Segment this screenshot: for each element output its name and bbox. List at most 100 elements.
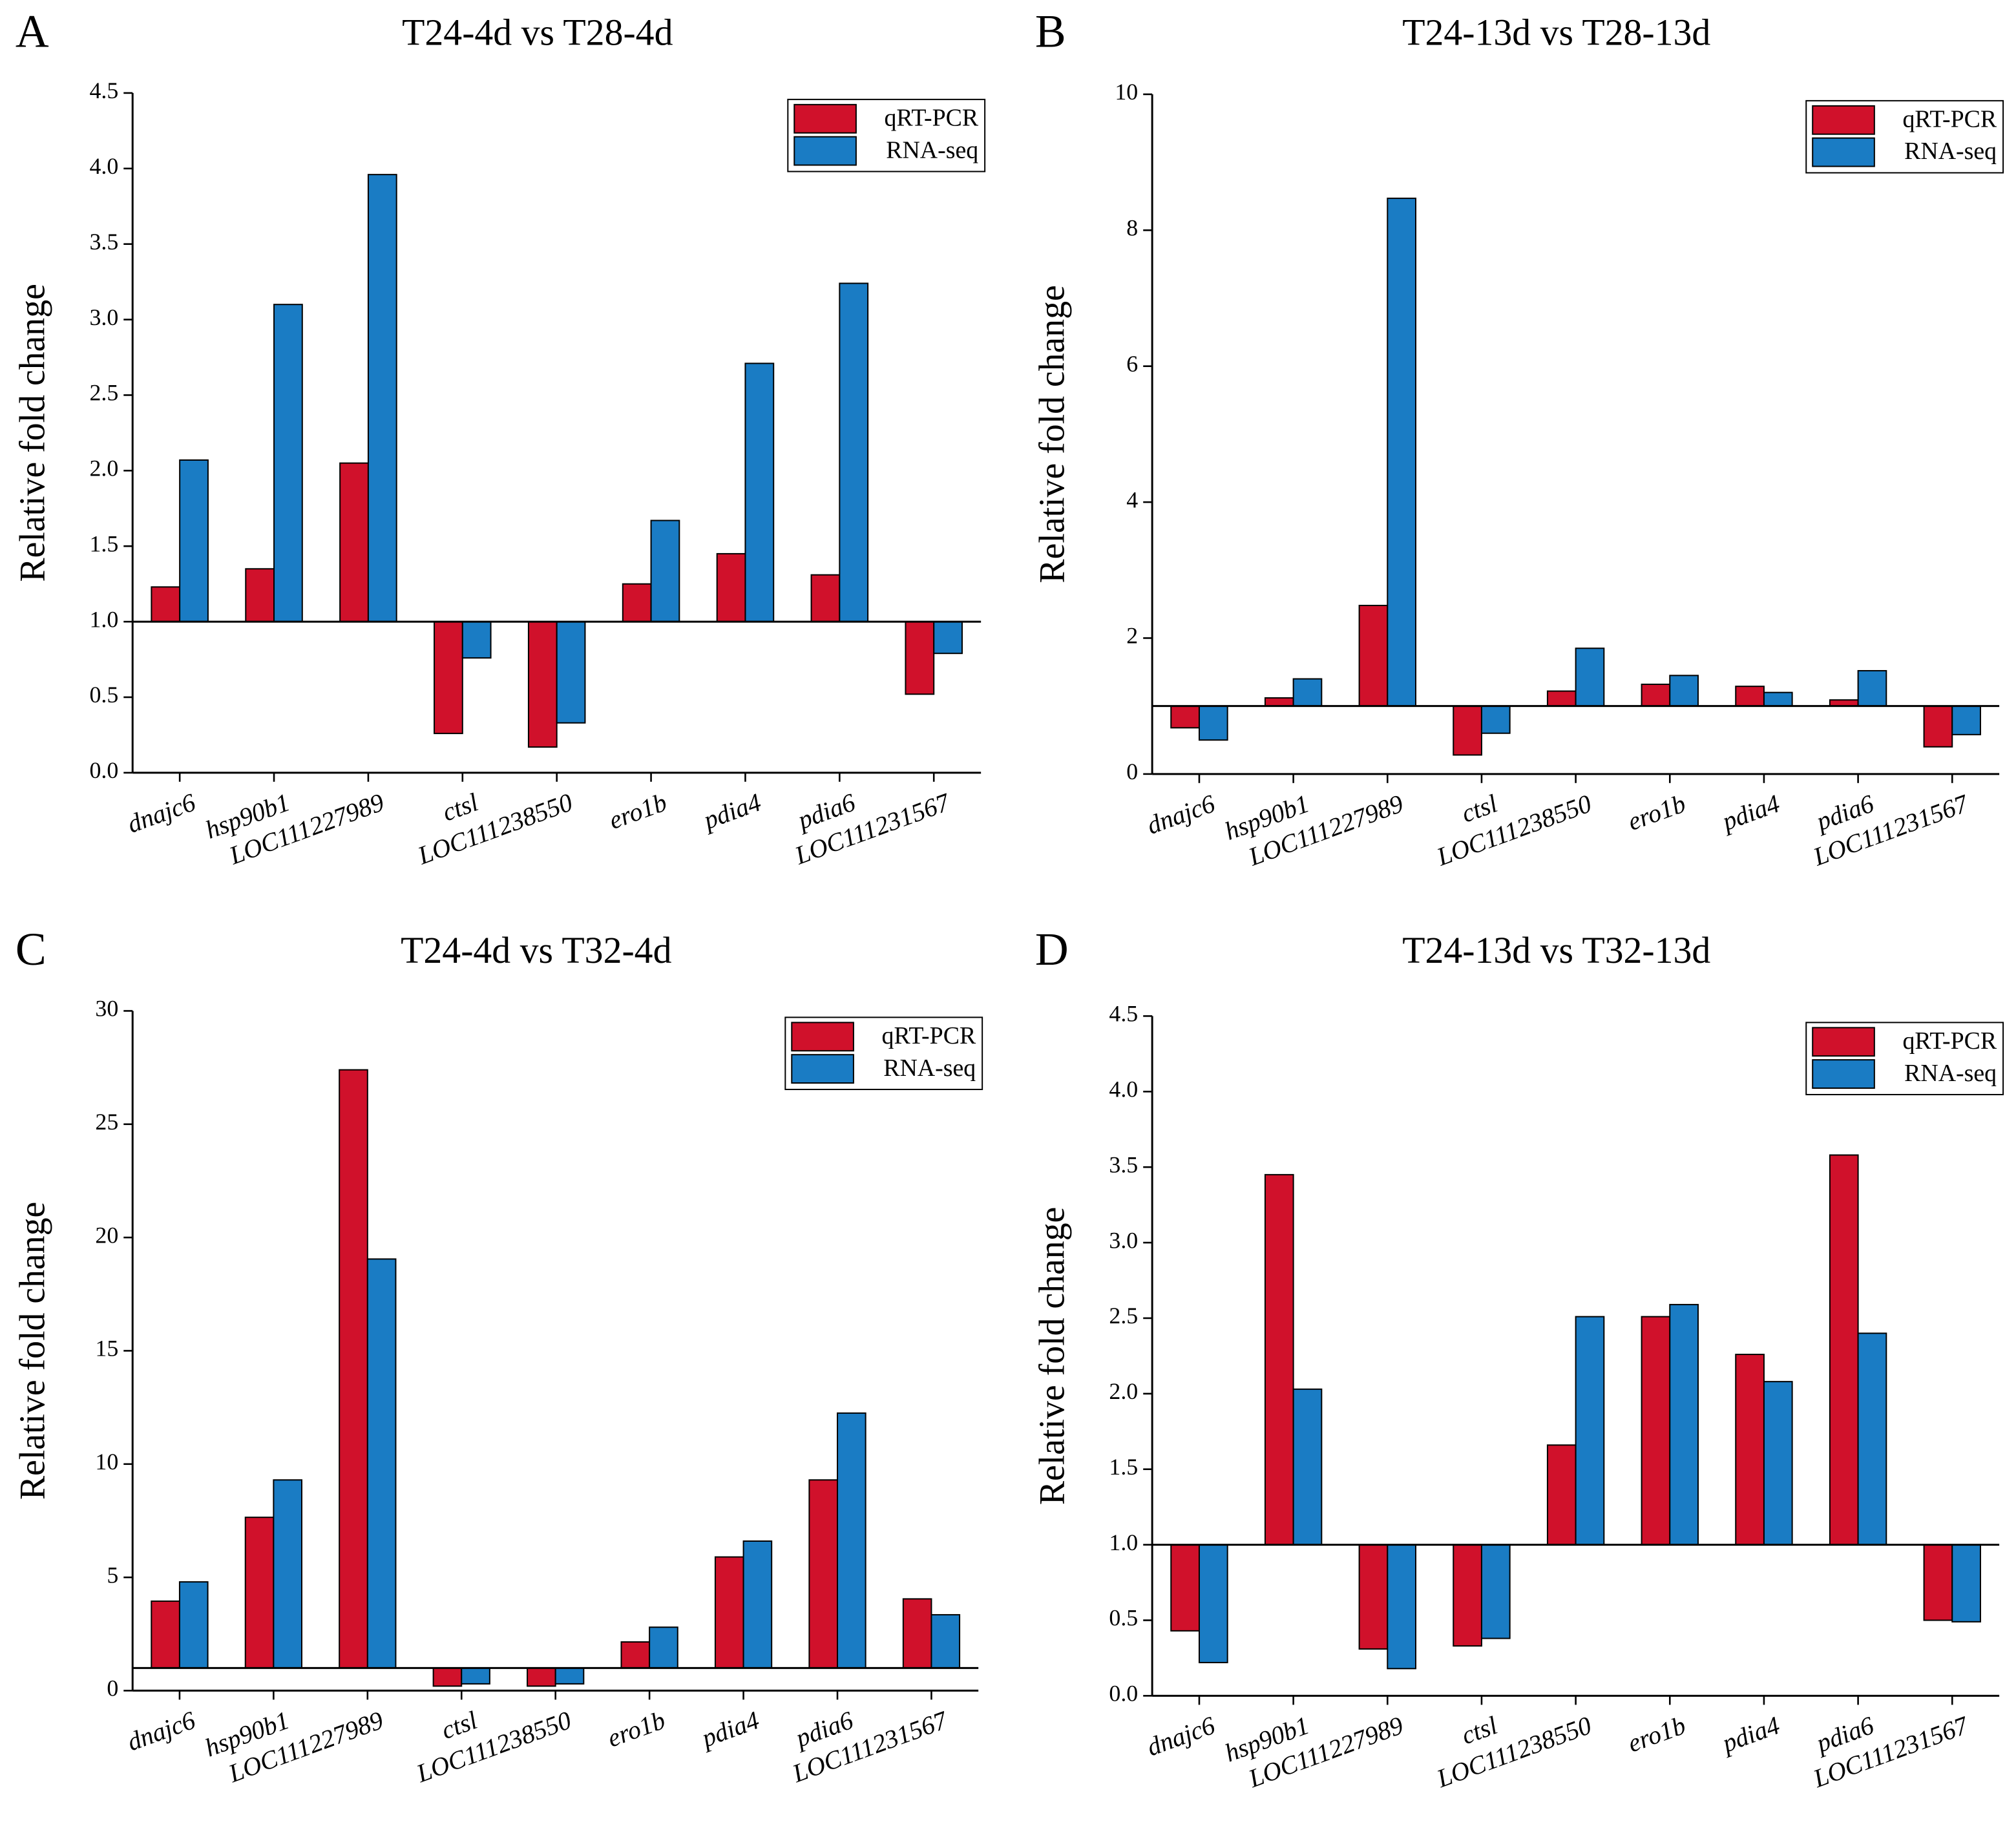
panel-label: C [16,923,47,975]
y-tick-label: 3.5 [89,229,118,255]
bar [366,1258,397,1669]
y-tick-label: 25 [95,1109,118,1135]
bar [1170,705,1200,729]
bar [930,1613,961,1669]
bar [744,363,775,623]
bar [1480,705,1511,734]
y-tick-label: 0.0 [89,757,118,783]
y-tick-label: 4.0 [89,153,118,179]
bar [837,1412,866,1669]
bar [1264,697,1294,707]
panel-label: D [1035,923,1069,975]
y-tick-label: 1.5 [1109,1454,1138,1480]
bar [273,304,303,623]
x-tick-label: dnajc6 [1143,1710,1219,1761]
y-axis-label: Relative fold change [1033,285,1073,583]
bar [1763,691,1793,707]
panel-label: B [1035,6,1066,58]
bar [1546,1444,1577,1546]
bar [839,282,869,623]
y-tick-label: 0.0 [1109,1681,1138,1707]
y-tick-label: 3.0 [89,304,118,330]
bar [1641,1316,1671,1546]
bar [1358,604,1389,707]
legend-label: qRT-PCR [1902,1027,1997,1055]
legend-swatch [791,1022,854,1052]
y-tick-label: 2.5 [1109,1303,1138,1329]
bar [1198,1544,1228,1663]
legend-swatch [1812,137,1875,167]
x-tick-label: dnajc6 [123,787,199,838]
bar [554,1667,585,1685]
y-tick-label: 1.5 [89,531,118,556]
legend-swatch [793,136,857,166]
y-tick-label: 3.5 [1109,1151,1138,1177]
bar [244,1517,275,1669]
bar [716,552,746,623]
bar [1480,1544,1511,1639]
bar [1453,1544,1482,1647]
x-tick-label: ero1b [605,787,670,835]
legend-swatch [1812,105,1875,135]
y-tick-label: 4.5 [1109,1001,1138,1027]
y-tick-label: 2 [1126,623,1138,649]
chart-title: T24-4d vs T28-4d [402,13,673,54]
bar [151,586,181,623]
y-tick-label: 3.0 [1109,1227,1138,1253]
y-tick-label: 0 [107,1676,118,1701]
y-tick-label: 0 [1126,759,1138,784]
bar [1387,1544,1416,1670]
bar [273,1479,302,1669]
bar [1546,690,1577,707]
x-tick-label: ero1b [604,1705,669,1753]
bar [649,1626,678,1669]
bar [1170,1544,1200,1632]
bar [810,574,841,623]
legend-label: RNA-seq [1904,1060,1997,1087]
bar [742,1540,773,1669]
chart-title: T24-13d vs T32-13d [1402,930,1710,971]
bar [1641,684,1671,707]
legend-label: qRT-PCR [885,104,979,131]
x-tick-label: dnajc6 [123,1705,199,1756]
legend-label: qRT-PCR [882,1022,976,1049]
bar [1292,1388,1323,1546]
bar [1198,705,1228,741]
bar [1453,705,1482,756]
y-tick-label: 10 [95,1449,118,1475]
x-tick-label: pdia4 [696,1705,763,1753]
bar [178,1581,209,1669]
x-tick-label: pdia4 [1717,1710,1784,1758]
bar [650,520,680,623]
bar [1923,1544,1953,1621]
legend-swatch [793,103,857,134]
y-tick-label: 2.0 [89,456,118,481]
bar [179,459,209,623]
y-tick-label: 10 [1115,79,1138,105]
legend-label: qRT-PCR [1902,105,1997,132]
legend-swatch [1812,1027,1875,1057]
y-tick-label: 6 [1126,351,1138,377]
bar [367,174,397,623]
bar [434,621,463,735]
bar [1292,678,1323,707]
y-tick-label: 5 [107,1562,118,1588]
bar [1829,1154,1859,1546]
legend-swatch [1812,1059,1875,1089]
y-axis-label: Relative fold change [13,1202,53,1500]
y-tick-label: 2.0 [1109,1378,1138,1404]
y-tick-label: 4 [1126,487,1138,512]
bar [714,1556,744,1669]
bar [1763,1381,1793,1546]
bar [339,1069,368,1669]
bar [933,621,963,655]
bar [620,1641,651,1669]
bar [622,583,652,623]
bar [1669,675,1699,707]
chart-title: T24-13d vs T28-13d [1402,13,1710,54]
bar [461,1667,490,1685]
